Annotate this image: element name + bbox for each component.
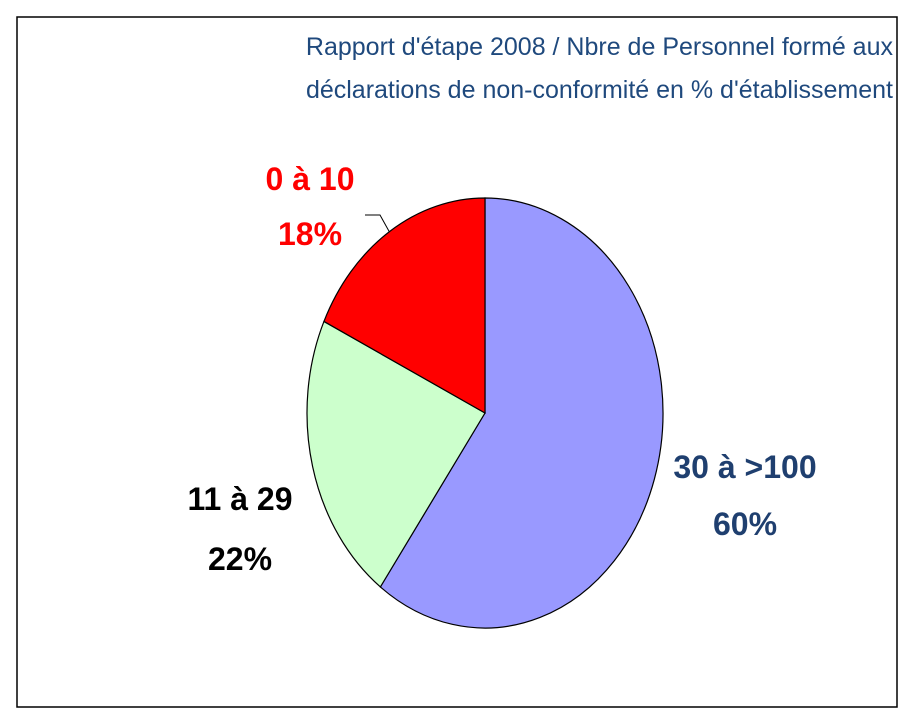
value-label: 18% <box>278 216 342 252</box>
chart-title: déclarations de non-conformité en % d'ét… <box>306 76 893 104</box>
chart-title: Rapport d'étape 2008 / Nbre de Personnel… <box>306 33 894 61</box>
leader-line <box>365 214 391 234</box>
value-label: 60% <box>713 506 777 542</box>
slice-label: 0 à 10 <box>266 161 355 197</box>
pie-slice <box>379 197 664 629</box>
pie-slice <box>323 197 486 415</box>
slice-label: 11 à 29 <box>188 481 293 517</box>
value-label: 22% <box>208 541 272 577</box>
slice-label: 30 à >100 <box>673 449 816 485</box>
